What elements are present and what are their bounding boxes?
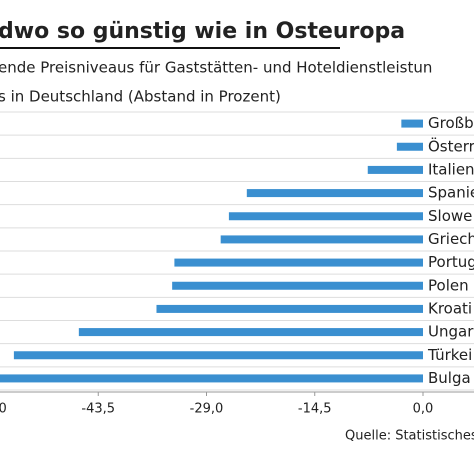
bar — [246, 189, 423, 198]
label-bg — [424, 159, 474, 180]
label-bg — [424, 113, 474, 134]
label-bg — [424, 345, 474, 366]
x-tick-label: -29,0 — [190, 402, 224, 417]
source: Quelle: Statistisches — [345, 429, 474, 444]
bar — [78, 328, 423, 337]
chart-title: dwo so günstig wie in Osteuropa — [0, 19, 405, 44]
label-bg — [424, 275, 474, 296]
x-tick-label: -58,0 — [0, 402, 7, 417]
y-tick-label: Österr — [428, 136, 474, 155]
y-tick-label: Slowe — [428, 207, 472, 225]
bar — [172, 281, 423, 290]
bar — [156, 304, 424, 313]
label-bg — [424, 229, 474, 250]
y-tick-label: Italien — [428, 160, 474, 178]
label-bg — [424, 206, 474, 227]
bar — [174, 258, 423, 267]
x-tick-label: -14,5 — [298, 402, 332, 417]
y-tick-label: Spanie — [428, 184, 474, 202]
subtitle: s in Deutschland (Abstand in Prozent) — [0, 88, 281, 106]
subtitle: ende Preisniveaus für Gaststätten- und H… — [0, 59, 432, 77]
y-tick-label: Kroati — [428, 299, 472, 317]
bar — [401, 119, 423, 128]
label-bg — [424, 136, 474, 157]
bar — [0, 374, 423, 383]
y-tick-label: Bulga — [428, 369, 471, 387]
x-tick-label: 0,0 — [413, 402, 434, 417]
y-tick-label: Türkei — [427, 346, 472, 364]
y-tick-label: Portug — [428, 253, 474, 271]
bar — [220, 235, 423, 244]
x-tick-label: -43,5 — [81, 402, 115, 417]
y-tick-label: Großb — [428, 114, 474, 132]
label-bg — [424, 298, 474, 319]
y-tick-label: Ungar — [428, 323, 474, 341]
label-bg — [424, 368, 474, 389]
bar — [367, 165, 423, 174]
label-bg — [424, 183, 474, 204]
bar — [228, 212, 423, 221]
y-tick-label: Griech — [428, 230, 474, 248]
bar — [396, 142, 423, 151]
label-bg — [424, 252, 474, 273]
y-tick-label: Polen — [428, 276, 469, 294]
label-bg — [424, 322, 474, 343]
bar — [13, 351, 424, 360]
